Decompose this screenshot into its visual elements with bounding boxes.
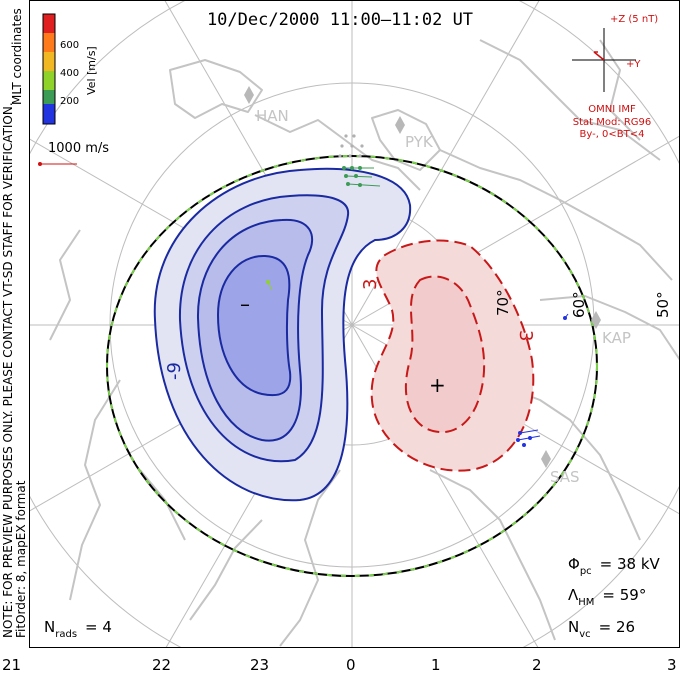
mlt-tick-21: 21	[2, 656, 21, 674]
contour-label-positive-2: 3	[515, 330, 536, 341]
potential-minimum-marker: –	[240, 292, 250, 316]
nrads-sub: rads	[55, 629, 77, 640]
mlt-tick-1: 1	[431, 656, 441, 674]
svg-text:ΛHM= 59°: ΛHM = 59°	[568, 586, 646, 608]
phi-pc-symbol: Φ	[568, 555, 580, 573]
mlt-tick-0: 0	[346, 656, 356, 674]
cross-polar-potential: Φpc = 38 kV	[568, 555, 661, 577]
imf-y-label: +Y	[626, 59, 641, 70]
coordinates-label: MLT coordinates	[10, 8, 24, 105]
hm-latitude: ΛHM = 59°	[568, 586, 646, 608]
radar-count: Nrads = 4	[44, 618, 112, 640]
svg-text:Nrads= 4: Nrads = 4	[44, 618, 112, 640]
vector-origins	[266, 166, 567, 447]
mlt-axis: 21 22 23 0 1 2 3	[2, 656, 677, 674]
potential-maximum-marker: +	[429, 373, 446, 397]
station-label-kap: KAP	[602, 329, 631, 347]
imf-source: OMNI IMF	[588, 104, 636, 115]
imf-dial	[572, 28, 636, 92]
phi-pc-sub: pc	[580, 566, 592, 577]
vector-count: Nvc = 26	[568, 618, 635, 640]
colorbar-label: Vel [m/s]	[85, 46, 98, 95]
nvc-value: = 26	[599, 618, 635, 636]
velocity-colorbar	[42, 13, 56, 125]
preview-note: NOTE: FOR PREVIEW PURPOSES ONLY. PLEASE …	[1, 102, 15, 638]
low-velocity-points	[338, 134, 364, 158]
latitude-label-50: 50°	[654, 291, 672, 318]
latitude-label-70: 70°	[494, 289, 512, 316]
nrads-symbol: N	[44, 618, 55, 636]
imf-condition: By-, 0<BT<4	[579, 129, 644, 140]
imf-z-label: +Z (5 nT)	[610, 14, 658, 25]
phi-pc-value: = 38 kV	[600, 555, 661, 573]
station-markers	[244, 86, 601, 468]
map-title: 10/Dec/2000 11:00–11:02 UT	[207, 10, 473, 30]
contour-label-positive-1: 3	[360, 279, 381, 290]
mlt-tick-2: 2	[532, 656, 542, 674]
mlt-tick-3: 3	[667, 656, 677, 674]
colorbar-tick-600: 600	[60, 40, 79, 51]
colorbar-tick-400: 400	[60, 68, 79, 79]
positive-convection-cell	[370, 239, 535, 472]
latitude-label-60: 60°	[570, 291, 588, 318]
lambda-symbol: Λ	[568, 586, 579, 604]
station-label-sas: SAS	[550, 468, 580, 486]
station-label-pyk: PYK	[405, 133, 434, 151]
imf-model: Stat Mod: RG96	[573, 117, 652, 128]
fit-order-note: FitOrder: 8, mapEX format	[14, 480, 28, 638]
lambda-value: = 59°	[602, 586, 646, 604]
station-label-han: HAN	[256, 107, 289, 125]
velocity-key-label: 1000 m/s	[48, 141, 109, 156]
nvc-sub: vc	[579, 629, 590, 640]
lambda-sub: HM	[578, 597, 594, 608]
coastlines	[49, 39, 679, 647]
svg-text:Φpc= 38 kV: Φpc = 38 kV	[568, 555, 661, 577]
colorbar-tick-200: 200	[60, 96, 79, 107]
svg-text:Nvc= 26: Nvc = 26	[568, 618, 635, 640]
mlt-tick-23: 23	[250, 656, 269, 674]
mlt-tick-22: 22	[152, 656, 171, 674]
negative-convection-cell	[153, 167, 412, 502]
nrads-value: = 4	[85, 618, 112, 636]
nvc-symbol: N	[568, 618, 579, 636]
contour-label-negative: -9	[164, 362, 185, 380]
